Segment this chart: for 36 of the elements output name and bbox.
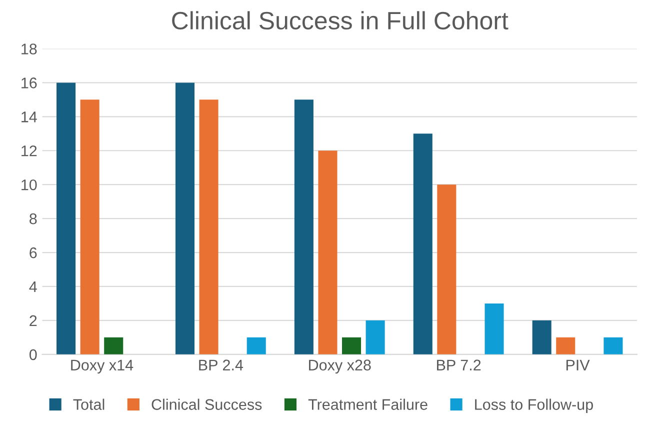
x-tick-label: Doxy x14 <box>71 360 134 374</box>
bar <box>56 82 76 354</box>
y-tick-label: 6 <box>30 247 37 258</box>
legend-label: Loss to Follow-up <box>475 398 593 413</box>
bar <box>80 100 100 354</box>
legend-label: Treatment Failure <box>308 398 428 410</box>
y-tick-label: 12 <box>22 145 37 156</box>
bar <box>366 320 385 354</box>
bar <box>246 337 266 354</box>
y-tick-label: 14 <box>22 112 37 122</box>
bar <box>484 303 504 354</box>
y-tick-label: 10 <box>22 179 37 190</box>
y-tick-label: 0 <box>29 349 37 360</box>
y-tick-label: 4 <box>29 282 37 292</box>
y-tick-label: 8 <box>30 213 37 224</box>
bar <box>199 100 218 354</box>
bar <box>318 150 338 354</box>
bar <box>532 320 552 354</box>
bar <box>556 337 576 354</box>
bar <box>104 337 124 354</box>
legend-label: Total <box>73 398 104 410</box>
bar <box>342 337 362 354</box>
y-tick-label: 18 <box>22 44 37 54</box>
bar <box>604 337 623 354</box>
x-tick-label: BP 7.2 <box>437 360 481 370</box>
x-tick-label: PIV <box>566 360 590 370</box>
bar <box>413 134 432 354</box>
bar <box>437 184 456 354</box>
bar <box>294 100 314 354</box>
legend-label: Clinical Success <box>152 398 262 410</box>
chart-title: Clinical Success in Full Cohort <box>172 11 508 30</box>
bar <box>175 82 195 354</box>
x-tick-label: BP 2.4 <box>199 360 244 370</box>
y-tick-label: 16 <box>22 78 37 88</box>
x-tick-label: Doxy x28 <box>309 360 371 374</box>
y-tick-label: 2 <box>30 315 37 326</box>
